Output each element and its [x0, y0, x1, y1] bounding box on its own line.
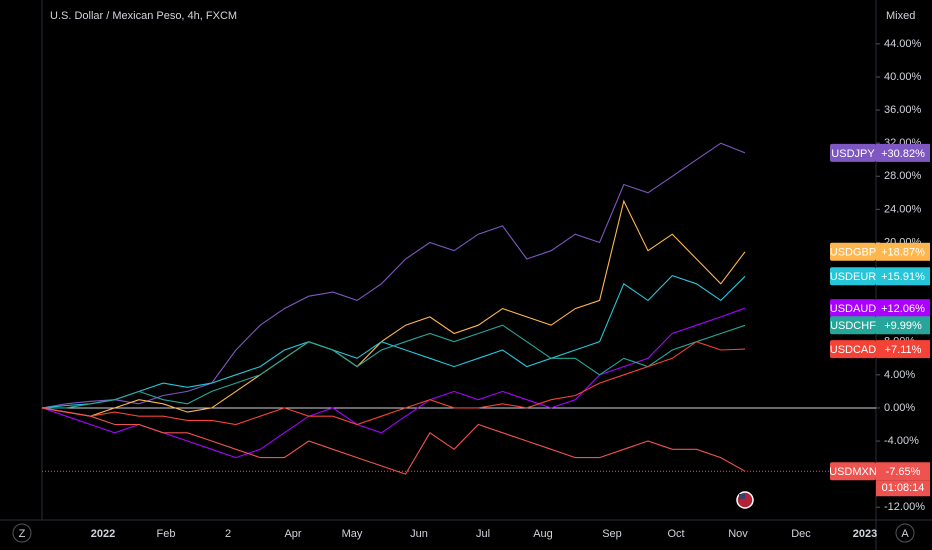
legend-name: USDCHF	[830, 320, 876, 332]
legend-box	[830, 267, 876, 286]
value-box	[876, 462, 930, 481]
series-line	[41, 142, 746, 409]
y-tick-label: -4.00%	[884, 435, 919, 447]
y-tick-label: 28.00%	[884, 170, 922, 182]
legend-name: USDJPY	[831, 148, 875, 160]
value-label: +12.06%	[881, 303, 925, 315]
legend-name: USDCAD	[830, 344, 877, 356]
x-tick-label: Aug	[533, 528, 553, 540]
y-tick-label: 44.00%	[884, 38, 922, 50]
value-label: +7.11%	[885, 344, 922, 356]
x-tick-label: Nov	[728, 528, 748, 540]
x-tick-label: 2022	[91, 528, 115, 540]
value-label: -7.65%	[886, 466, 921, 478]
value-box	[876, 316, 930, 335]
scale-mode: Mixed	[886, 10, 915, 22]
button-label[interactable]: A	[901, 528, 909, 540]
series-line	[41, 341, 746, 426]
value-box	[876, 143, 930, 162]
value-label: +18.87%	[881, 247, 925, 259]
button[interactable]	[895, 523, 915, 543]
x-tick-label: Jun	[410, 528, 428, 540]
countdown-box	[876, 480, 930, 497]
value-box	[876, 340, 930, 359]
chart-title: U.S. Dollar / Mexican Peso, 4h, FXCM	[50, 10, 237, 22]
value-box	[876, 242, 930, 261]
x-tick-label: May	[342, 528, 363, 540]
countdown: 01:08:14	[882, 482, 925, 494]
legend-box	[830, 316, 876, 335]
x-tick-label: Dec	[791, 528, 811, 540]
value-label: +30.82%	[881, 148, 925, 160]
value-label: +9.99%	[884, 320, 922, 332]
value-label: +15.91%	[881, 271, 925, 283]
legend-box	[830, 462, 876, 481]
y-tick-label: 4.00%	[884, 369, 915, 381]
plot	[41, 142, 876, 475]
x-tick-label: Jul	[476, 528, 490, 540]
x-tick-label: Feb	[157, 528, 176, 540]
legend-name: USDAUD	[830, 303, 877, 315]
button[interactable]	[12, 523, 32, 543]
x-tick-label: 2	[225, 528, 231, 540]
legend-box	[830, 242, 876, 261]
legend-name: USDGBP	[830, 247, 876, 259]
flag-canton	[739, 494, 745, 499]
y-tick-label: -12.00%	[884, 501, 925, 513]
legend-name: USDEUR	[830, 271, 877, 283]
value-box	[876, 299, 930, 318]
y-tick-label: 40.00%	[884, 71, 922, 83]
legend-box	[830, 340, 876, 359]
legend-name: USDMXN	[829, 466, 877, 478]
series-line	[41, 199, 746, 417]
x-tick-label: 2023	[853, 528, 877, 540]
y-tick-label: 0.00%	[884, 402, 915, 414]
legend-box	[830, 143, 876, 162]
y-tick-label: 36.00%	[884, 104, 922, 116]
series-line	[41, 407, 746, 475]
series-line	[42, 324, 746, 409]
value-box	[876, 267, 930, 286]
legend-box	[830, 299, 876, 318]
button-label[interactable]: Z	[19, 528, 26, 540]
x-tick-label: Sep	[602, 528, 622, 540]
y-tick-label: 24.00%	[884, 203, 922, 215]
x-tick-label: Oct	[667, 528, 684, 540]
x-tick-label: Apr	[284, 528, 301, 540]
